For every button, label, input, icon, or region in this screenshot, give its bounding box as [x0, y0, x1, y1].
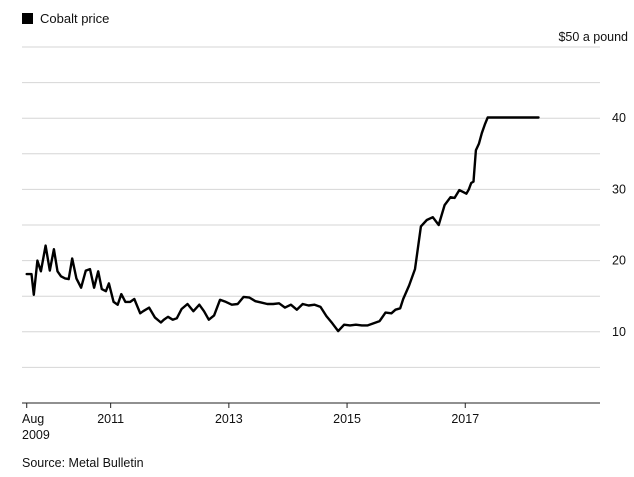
x-tick-label: 2011: [97, 412, 124, 426]
legend-swatch: [22, 13, 33, 24]
legend: Cobalt price: [22, 11, 109, 26]
y-tick-label: 40: [612, 111, 626, 125]
x-tick-label: 2015: [333, 412, 361, 426]
x-tick-label: 2013: [215, 412, 243, 426]
x-tick-sublabel: 2009: [22, 428, 50, 442]
grid-lines: [22, 46, 600, 404]
legend-label: Cobalt price: [40, 11, 110, 26]
y-unit-label: $50 a pound: [558, 30, 628, 44]
y-tick-label: 30: [612, 182, 626, 196]
cobalt-price-line: [25, 116, 540, 333]
x-axis: Aug 2009 2011 2013 2015 2017: [22, 403, 479, 442]
x-tick-label: 2017: [451, 412, 479, 426]
y-tick-label: 20: [612, 254, 626, 268]
y-tick-label: 10: [612, 325, 626, 339]
source-note: Source: Metal Bulletin: [22, 456, 144, 470]
y-axis: $50 a pound 10 20 30 40: [558, 30, 628, 339]
x-tick-label: Aug: [22, 412, 44, 426]
